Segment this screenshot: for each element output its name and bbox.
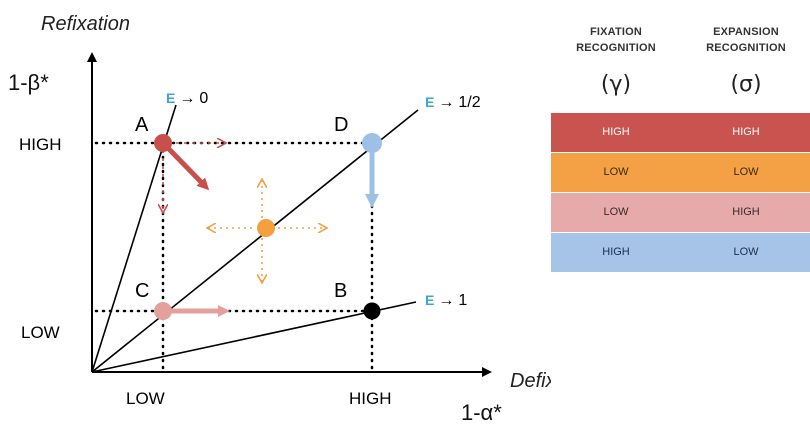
expansion-cell: LOW xyxy=(733,246,759,258)
y-axis-symbol: 1-β* xyxy=(8,70,49,95)
y-tick-high: HIGH xyxy=(19,135,62,154)
legend-row-d: HIGH LOW xyxy=(551,233,810,272)
e-symbol: E xyxy=(425,94,434,110)
x-tick-high: HIGH xyxy=(349,389,392,408)
fixation-cell: HIGH xyxy=(602,126,630,138)
center-cross xyxy=(208,180,326,282)
legend-row-orange: LOW LOW xyxy=(551,153,810,192)
expansion-cell: HIGH xyxy=(732,206,760,218)
line-label-e1: E → 1 xyxy=(425,292,467,309)
fixation-cell: LOW xyxy=(603,206,629,218)
line-e-1 xyxy=(91,301,417,373)
point-a-label: A xyxy=(135,114,149,136)
point-d xyxy=(362,133,382,153)
fixation-header: FIXATION RECOGNITION xyxy=(576,26,656,54)
guide-lines xyxy=(94,141,374,374)
point-c xyxy=(154,302,172,320)
line-e-half xyxy=(91,109,419,373)
point-d-label: D xyxy=(334,114,348,136)
fixation-diagram: A B C D E → 0 E → 1/2 E → 1 Refixation 1-β* De… xyxy=(8,13,551,425)
point-center xyxy=(257,219,275,237)
x-axis-title: Defixation xyxy=(510,370,551,392)
point-b xyxy=(363,302,381,320)
gamma-symbol: (γ) xyxy=(600,72,632,97)
expansion-header: EXPANSION RECOGNITION xyxy=(706,26,786,54)
x-tick-low: LOW xyxy=(126,389,165,408)
expansion-cell: LOW xyxy=(733,166,759,178)
line-label-ehalf: E → 1/2 xyxy=(425,94,481,111)
e-symbol: E xyxy=(166,90,175,106)
legend-row-a: HIGH HIGH xyxy=(551,113,810,152)
e-symbol: E xyxy=(425,292,434,308)
x-axis-symbol: 1-α* xyxy=(461,400,502,425)
fixation-cell: HIGH xyxy=(602,246,630,258)
point-c-label: C xyxy=(135,280,149,302)
y-tick-low: LOW xyxy=(21,323,60,342)
a-diagonal-arrow xyxy=(164,144,210,191)
y-axis-title: Refixation xyxy=(41,13,130,35)
expansion-cell: HIGH xyxy=(732,126,760,138)
sigma-symbol: (σ) xyxy=(730,72,762,97)
line-label-e0: E → 0 xyxy=(166,90,208,107)
point-b-label: B xyxy=(334,280,347,302)
point-a xyxy=(154,134,172,152)
legend-row-c: LOW HIGH xyxy=(551,193,810,232)
fixation-cell: LOW xyxy=(603,166,629,178)
